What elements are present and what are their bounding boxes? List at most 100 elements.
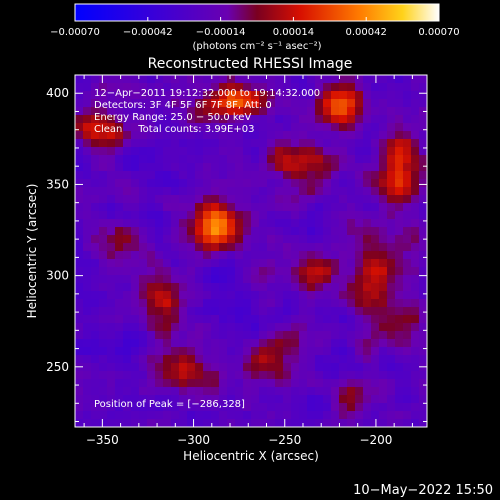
heatmap-cell <box>283 227 292 236</box>
heatmap-cell <box>363 307 372 316</box>
heatmap-cell <box>363 323 372 332</box>
heatmap-cell <box>123 291 132 300</box>
heatmap-cell <box>371 75 380 84</box>
heatmap-cell <box>91 283 100 292</box>
heatmap-cell <box>363 187 372 196</box>
heatmap-cell <box>131 235 140 244</box>
heatmap-cell <box>219 299 228 308</box>
heatmap-cell <box>235 211 244 220</box>
heatmap-cell <box>371 299 380 308</box>
heatmap-cell <box>259 251 268 260</box>
heatmap-cell <box>211 275 220 284</box>
heatmap-cell <box>331 155 340 164</box>
heatmap-cell <box>131 227 140 236</box>
heatmap-cell <box>395 275 404 284</box>
heatmap-cell <box>387 299 396 308</box>
heatmap-cell <box>355 299 364 308</box>
heatmap-cell <box>403 115 412 124</box>
heatmap-cell <box>347 131 356 140</box>
heatmap-cell <box>267 259 276 268</box>
heatmap-cell <box>195 355 204 364</box>
heatmap-cell <box>115 187 124 196</box>
heatmap-cell <box>123 347 132 356</box>
heatmap-cell <box>99 347 108 356</box>
heatmap-cell <box>331 259 340 268</box>
heatmap-cell <box>355 187 364 196</box>
heatmap-cell <box>323 171 332 180</box>
heatmap-cell <box>91 83 100 92</box>
heatmap-cell <box>347 363 356 372</box>
heatmap-cell <box>75 307 84 316</box>
heatmap-cell <box>83 195 92 204</box>
heatmap-cell <box>203 155 212 164</box>
heatmap-cell <box>107 331 116 340</box>
heatmap-cell <box>243 307 252 316</box>
heatmap-cell <box>203 339 212 348</box>
heatmap-cell <box>227 267 236 276</box>
heatmap-cell <box>283 419 292 427</box>
heatmap-cell <box>163 275 172 284</box>
heatmap-cell <box>227 107 236 116</box>
heatmap-cell <box>363 403 372 412</box>
heatmap-cell <box>267 131 276 140</box>
heatmap-cell <box>275 211 284 220</box>
heatmap-cell <box>123 195 132 204</box>
heatmap-cell <box>371 131 380 140</box>
heatmap-cell <box>323 163 332 172</box>
heatmap-cell <box>307 371 316 380</box>
heatmap-cell <box>203 299 212 308</box>
heatmap-cell <box>315 107 324 116</box>
heatmap-cell <box>83 203 92 212</box>
heatmap-cell <box>291 251 300 260</box>
heatmap-cell <box>211 123 220 132</box>
heatmap-cell <box>203 347 212 356</box>
heatmap-cell <box>123 315 132 324</box>
heatmap-cell <box>107 131 116 140</box>
heatmap-cell <box>179 171 188 180</box>
heatmap-cell <box>123 323 132 332</box>
heatmap-cell <box>307 107 316 116</box>
heatmap-cell <box>299 411 308 420</box>
heatmap-cell <box>419 75 427 84</box>
heatmap-cell <box>363 275 372 284</box>
heatmap-cell <box>283 403 292 412</box>
x-tick-label: −250 <box>268 433 301 447</box>
heatmap-cell <box>115 147 124 156</box>
heatmap-cell <box>235 331 244 340</box>
heatmap-cell <box>379 395 388 404</box>
heatmap-cell <box>171 371 180 380</box>
heatmap-cell <box>219 163 228 172</box>
heatmap-cell <box>387 171 396 180</box>
heatmap-cell <box>403 211 412 220</box>
heatmap-cell <box>387 75 396 84</box>
heatmap-cell <box>83 115 92 124</box>
heatmap-cell <box>307 275 316 284</box>
x-tick-label: −200 <box>359 433 392 447</box>
heatmap-cell <box>259 363 268 372</box>
heatmap-cell <box>355 291 364 300</box>
heatmap-cell <box>163 91 172 100</box>
heatmap-cell <box>131 387 140 396</box>
heatmap-cell <box>379 403 388 412</box>
annotation-time: 12−Apr−2011 19:12:32.000 to 19:14:32.000 <box>94 88 320 99</box>
heatmap-cell <box>155 131 164 140</box>
heatmap-cell <box>203 123 212 132</box>
heatmap-cell <box>411 115 420 124</box>
heatmap-cell <box>83 171 92 180</box>
heatmap-cell <box>171 411 180 420</box>
heatmap-cell <box>267 331 276 340</box>
heatmap-cell <box>371 323 380 332</box>
heatmap-cell <box>363 267 372 276</box>
heatmap-cell <box>227 171 236 180</box>
heatmap-cell <box>195 163 204 172</box>
heatmap-cell <box>251 147 260 156</box>
heatmap-cell <box>147 147 156 156</box>
heatmap-cell <box>115 83 124 92</box>
heatmap-cell <box>155 227 164 236</box>
heatmap-cell <box>323 251 332 260</box>
heatmap-cell <box>235 99 244 108</box>
heatmap-cell <box>171 75 180 84</box>
heatmap-cell <box>291 107 300 116</box>
heatmap-cell <box>259 291 268 300</box>
heatmap-cell <box>315 291 324 300</box>
